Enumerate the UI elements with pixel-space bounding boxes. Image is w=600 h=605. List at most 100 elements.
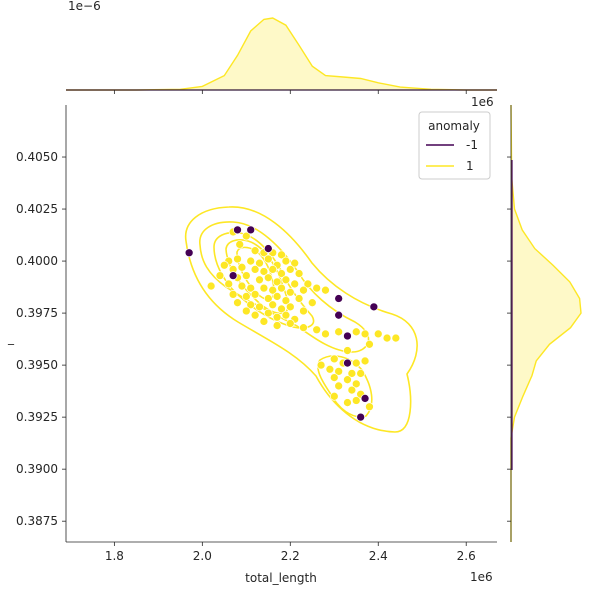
x-tick-label: 2.2 [281, 549, 300, 563]
scatter-point-normal [382, 333, 392, 343]
scatter-point-anomaly [334, 310, 344, 320]
y-tick-label: 0.4000 [16, 254, 58, 268]
scatter-point-normal [277, 250, 286, 260]
legend-label-normal: 1 [466, 159, 474, 173]
scatter-point-normal [277, 269, 286, 278]
scatter-point-normal [246, 283, 256, 293]
scatter-point-normal [334, 381, 344, 391]
top-density-line [66, 17, 497, 91]
scatter-point-normal [343, 346, 352, 355]
scatter-point-normal [391, 333, 401, 343]
scatter-point-normal [303, 279, 313, 289]
scatter-point-normal [351, 379, 361, 389]
scatter-point-normal [241, 271, 251, 280]
scatter-point-anomaly [343, 358, 352, 368]
scatter-point-normal [285, 319, 295, 328]
scatter-point-normal [277, 283, 286, 293]
scatter-point-normal [325, 364, 335, 374]
scatter-point-normal [268, 285, 278, 295]
legend-title: anomaly [428, 119, 480, 133]
scatter-point-anomaly [343, 331, 352, 341]
scatter-point-normal [299, 323, 308, 333]
scatter-point-normal [316, 360, 326, 370]
scatter-point-normal [237, 281, 247, 291]
scatter-point-normal [246, 300, 256, 310]
kde-contours [184, 206, 418, 433]
kde-contour-level-1 [184, 206, 418, 433]
scatter-point-normal [281, 310, 291, 320]
scatter-point-normal [299, 285, 308, 295]
scatter-point-anomaly [184, 248, 194, 258]
scatter-point-normal [263, 254, 273, 264]
scatter-point-normal [272, 312, 282, 322]
scatter-point-normal [241, 306, 251, 316]
y-axis-label: _ [7, 331, 15, 345]
scatter-point-normal [334, 327, 344, 337]
scatter-point-normal [373, 329, 383, 339]
scatter-point-normal [277, 304, 286, 314]
scatter-point-normal [299, 306, 308, 316]
scatter-point-normal [272, 277, 282, 287]
scatter-point-normal [321, 329, 330, 339]
scatter-point-normal [365, 339, 374, 349]
scatter-point-anomaly [369, 302, 379, 312]
top-marginal-offset-label: 1e−6 [68, 0, 101, 13]
scatter-point-normal [347, 385, 357, 395]
x-tick-label: 2.4 [369, 549, 388, 563]
scatter-point-normal [360, 356, 370, 366]
scatter-point-normal [263, 308, 273, 318]
scatter-point-normal [285, 265, 295, 274]
scatter-point-normal [219, 260, 229, 270]
scatter-point-normal [329, 373, 339, 382]
x-axis-label: total_length [245, 571, 317, 585]
scatter-point-normal [281, 296, 291, 305]
right-marginal-ticks [507, 156, 511, 522]
y-offset-label: 1e6 [471, 95, 494, 109]
scatter-point-anomaly [356, 412, 366, 422]
scatter-point-normal [285, 302, 295, 312]
scatter-point-normal [307, 298, 317, 308]
scatter-point-normal [329, 391, 339, 401]
scatter-point-normal [259, 317, 269, 326]
scatter-point-normal [263, 294, 273, 303]
scatter-point-normal [312, 283, 322, 293]
scatter-point-normal [206, 281, 216, 291]
scatter-point-normal [233, 298, 242, 308]
right-marginal-density: 1e6 [471, 95, 582, 542]
scatter-point-normal [281, 256, 291, 266]
scatter-point-normal [351, 396, 361, 405]
scatter-point-normal [365, 402, 374, 412]
scatter-point-normal [250, 265, 260, 274]
scatter-point-normal [290, 279, 300, 289]
y-tick-label: 0.4050 [16, 150, 58, 164]
x-tick-label: 2.6 [457, 549, 476, 563]
scatter-point-normal [268, 265, 278, 274]
y-tick-label: 0.4025 [16, 202, 58, 216]
scatter-point-normal [321, 285, 330, 295]
scatter-point-normal [259, 283, 269, 293]
scatter-point-normal [360, 329, 370, 339]
y-tick-label: 0.3900 [16, 462, 58, 476]
scatter-point-normal [237, 262, 247, 272]
scatter-point-normal [334, 367, 344, 376]
scatter-point-anomaly [228, 271, 238, 280]
scatter-point-normal [259, 267, 269, 276]
scatter-point-normal [343, 398, 352, 407]
scatter-point-normal [255, 258, 264, 268]
right-density-line [510, 104, 582, 542]
scatter-point-anomaly [360, 394, 370, 403]
legend: anomaly -1 1 [418, 111, 491, 180]
scatter-points [184, 225, 401, 422]
scatter-point-normal [215, 271, 225, 280]
scatter-point-normal [294, 269, 304, 278]
top-density-fill [66, 18, 497, 90]
x-tick-label: 2.0 [193, 549, 212, 563]
legend-box [418, 111, 491, 180]
right-density-fill [511, 105, 581, 542]
scatter-point-normal [285, 287, 295, 297]
main-plot-area: 1.8 2.0 2.2 2.4 2.6 0.3875 0.3900 0.3925 0.3950… [7, 105, 497, 585]
scatter-point-normal [233, 254, 242, 264]
scatter-point-normal [250, 290, 260, 299]
